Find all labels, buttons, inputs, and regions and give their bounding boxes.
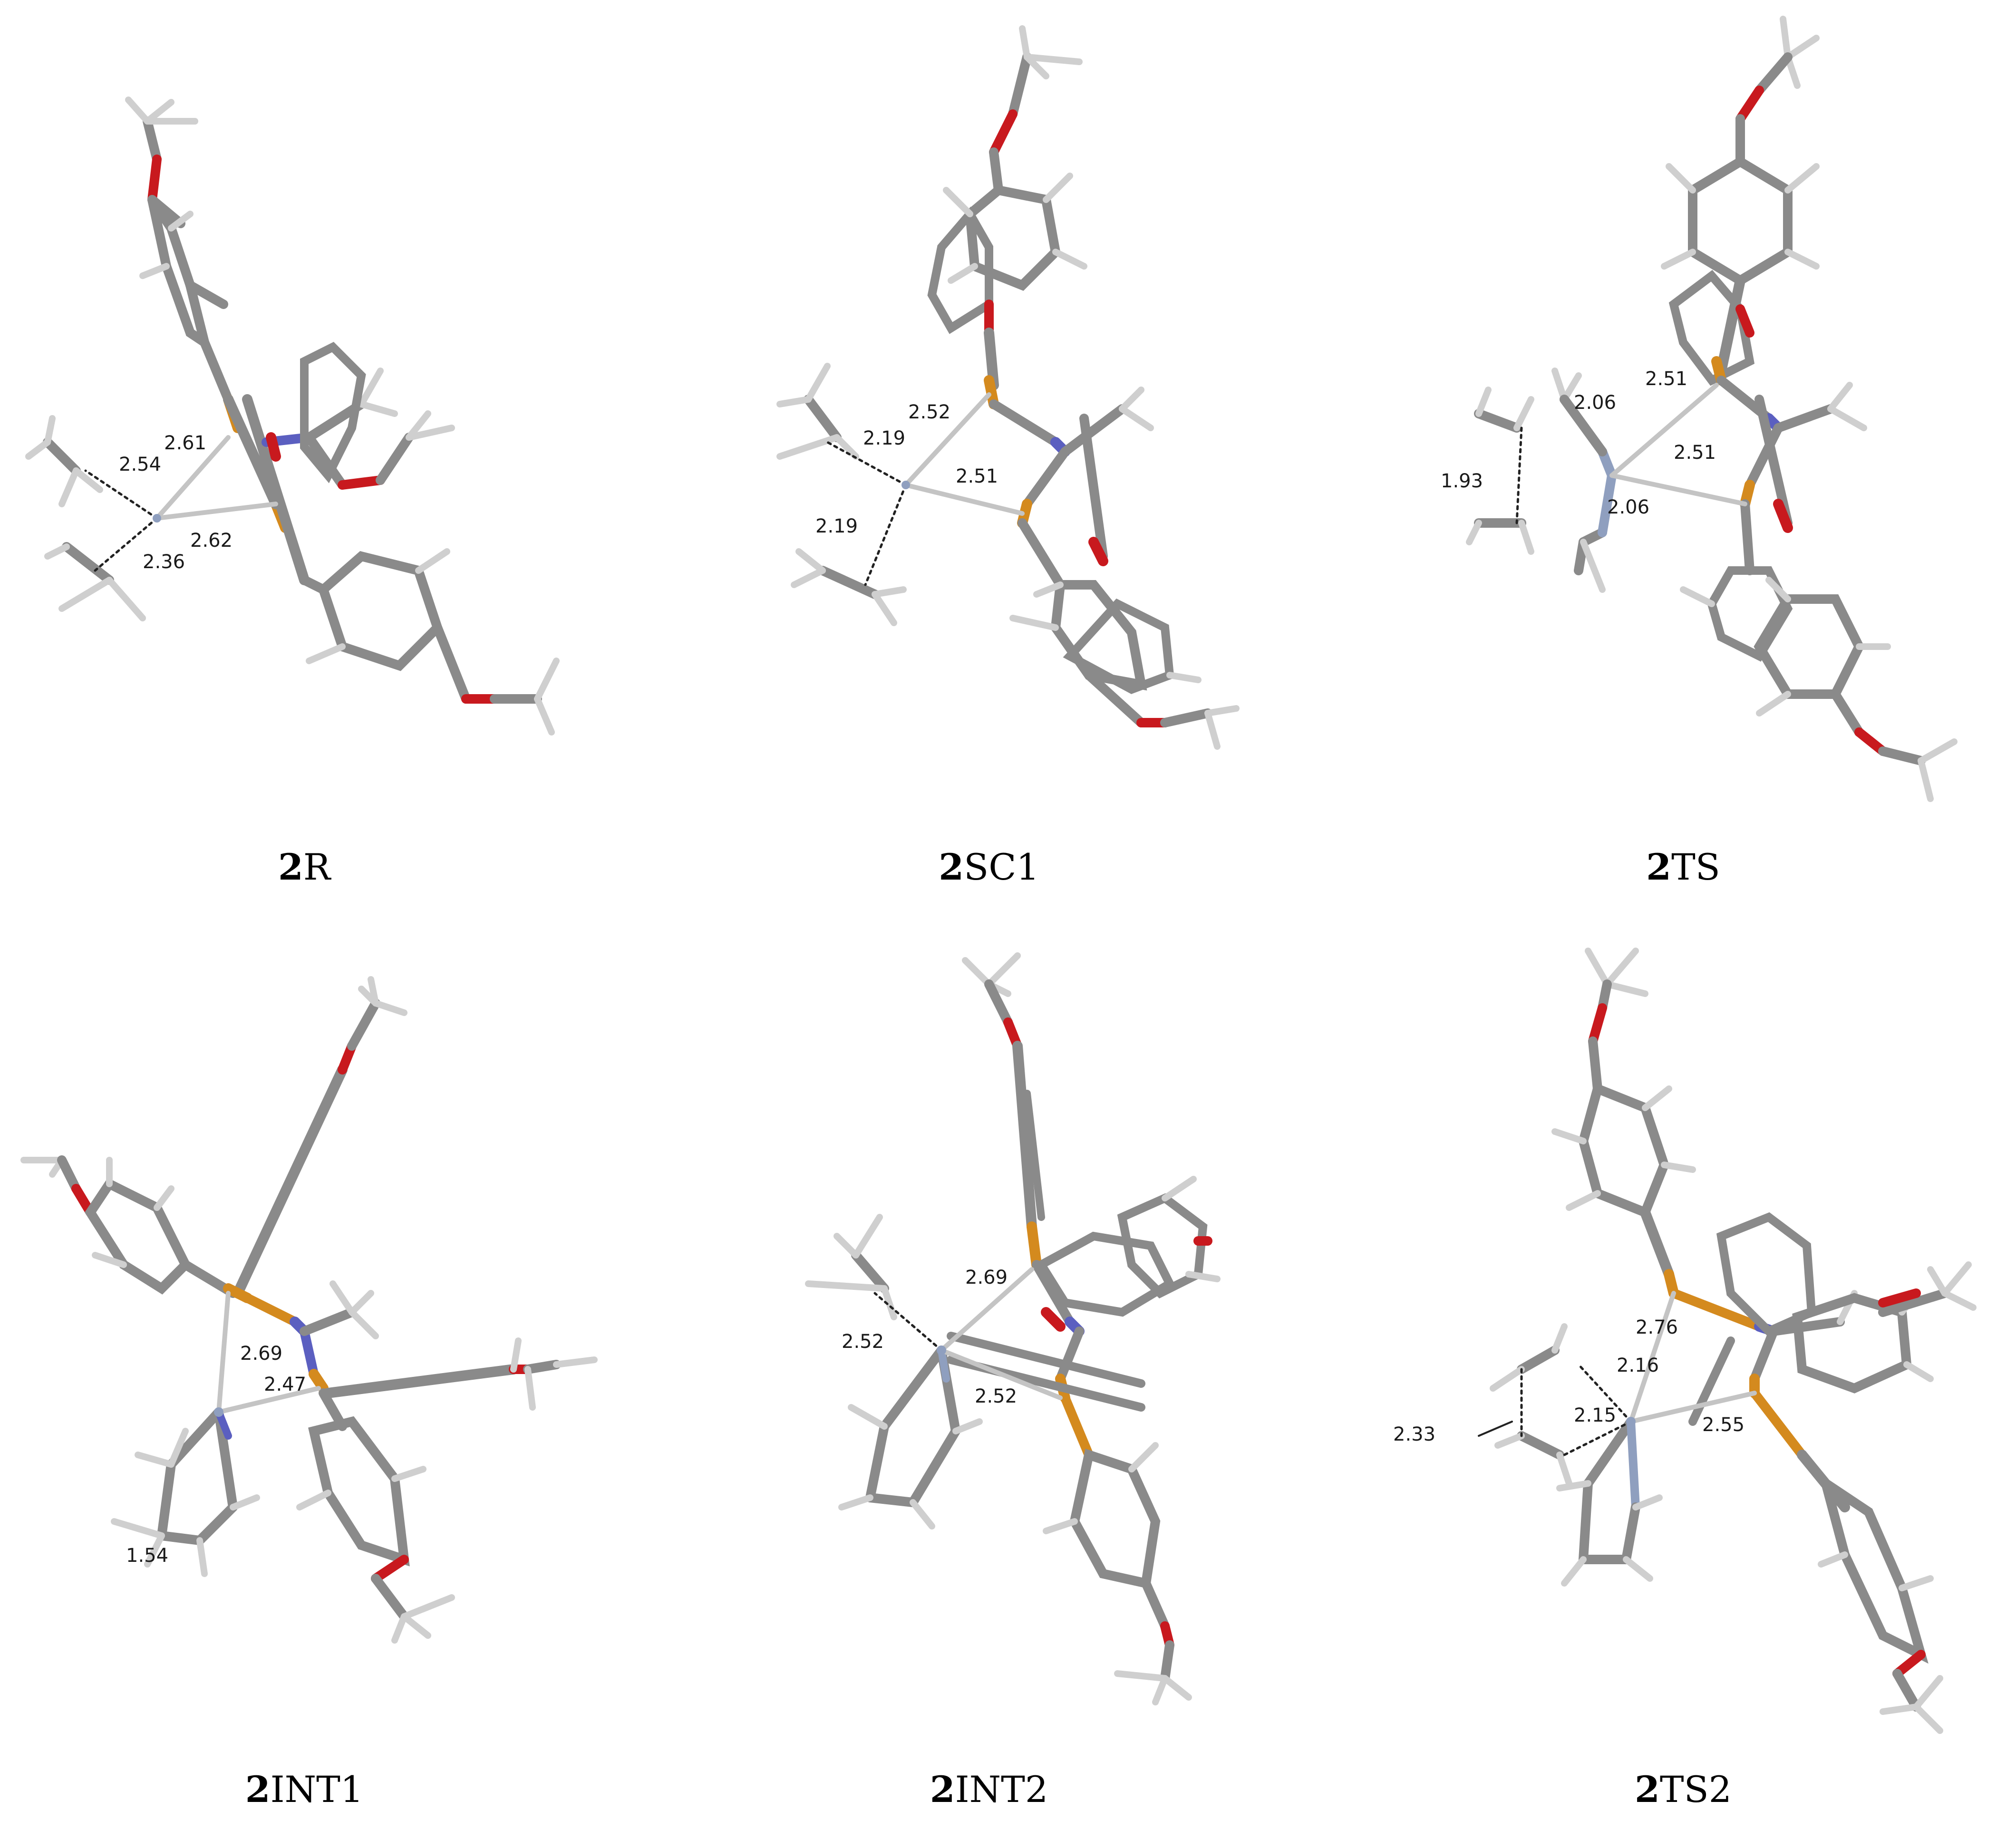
caption-rest: R xyxy=(303,846,332,888)
distance-label: 2.76 xyxy=(1636,1317,1678,1338)
caption-2int2: 2INT2 xyxy=(930,1768,1048,1811)
panel-2int2: 2.69 2.52 2.52 2INT2 xyxy=(805,952,1221,1811)
caption-2r: 2R xyxy=(278,846,332,888)
distance-label: 2.69 xyxy=(965,1267,1008,1288)
distance-label: 2.06 xyxy=(1607,496,1649,518)
panel-2sc1: 2.52 2.19 2.51 2.19 2SC1 xyxy=(776,25,1240,888)
distance-label: 2.16 xyxy=(1617,1355,1659,1376)
distance-label: 2.51 xyxy=(1674,442,1716,464)
panel-2ts: 2.51 2.06 2.51 1.93 2.06 2TS xyxy=(1441,16,1958,888)
distance-label: 2.51 xyxy=(1645,368,1687,390)
panel-2int1: 2.69 2.47 1.54 2INT1 xyxy=(20,976,598,1811)
caption-2ts: 2TS xyxy=(1646,846,1720,888)
distance-label: 2.52 xyxy=(975,1385,1017,1407)
caption-2int1: 2INT1 xyxy=(245,1768,363,1811)
distance-label: 2.55 xyxy=(1702,1414,1745,1436)
distance-label: 2.33 xyxy=(1393,1423,1435,1445)
distance-label: 2.06 xyxy=(1574,392,1616,414)
caption-bold: 2 xyxy=(1635,1768,1660,1811)
caption-rest: INT2 xyxy=(955,1768,1048,1811)
caption-rest: INT1 xyxy=(271,1768,364,1811)
distance-label: 2.47 xyxy=(264,1374,306,1395)
caption-2ts2: 2TS2 xyxy=(1635,1768,1732,1811)
distance-label: 2.54 xyxy=(119,454,161,475)
molecule-2sc1 xyxy=(776,25,1240,750)
molecule-2ts xyxy=(1466,16,1958,802)
distance-label: 2.36 xyxy=(143,551,185,573)
caption-bold: 2 xyxy=(930,1768,955,1811)
distance-label: 2.69 xyxy=(240,1343,282,1365)
distance-label: 2.19 xyxy=(815,515,858,537)
caption-bold: 2 xyxy=(278,846,303,888)
distance-label: 1.93 xyxy=(1441,470,1483,492)
caption-bold: 2 xyxy=(939,846,964,888)
panel-2r: 2.54 2.61 2.62 2.36 2R xyxy=(25,97,560,888)
caption-bold: 2 xyxy=(245,1768,271,1811)
molecule-2int1 xyxy=(20,976,598,1644)
distance-label: 2.52 xyxy=(842,1331,884,1353)
caption-bold: 2 xyxy=(1646,846,1671,888)
distance-label: 2.19 xyxy=(863,427,905,449)
distance-label: 2.62 xyxy=(190,530,233,552)
caption-2sc1: 2SC1 xyxy=(939,846,1039,888)
caption-rest: TS2 xyxy=(1660,1768,1732,1811)
molecule-2ts2 xyxy=(1478,948,1977,1734)
molecule-2int2 xyxy=(805,952,1221,1705)
caption-rest: SC1 xyxy=(964,846,1039,888)
distance-label: 2.15 xyxy=(1574,1404,1616,1426)
panel-2ts2: 2.76 2.16 2.15 2.33 2.55 2TS2 xyxy=(1393,948,1977,1811)
distance-label: 2.61 xyxy=(164,432,206,454)
caption-rest: TS xyxy=(1671,846,1720,888)
molecule-2r xyxy=(25,97,560,736)
distance-label: 2.52 xyxy=(908,401,950,423)
distance-label: 2.51 xyxy=(956,465,998,487)
distance-label: 1.54 xyxy=(126,1545,168,1567)
